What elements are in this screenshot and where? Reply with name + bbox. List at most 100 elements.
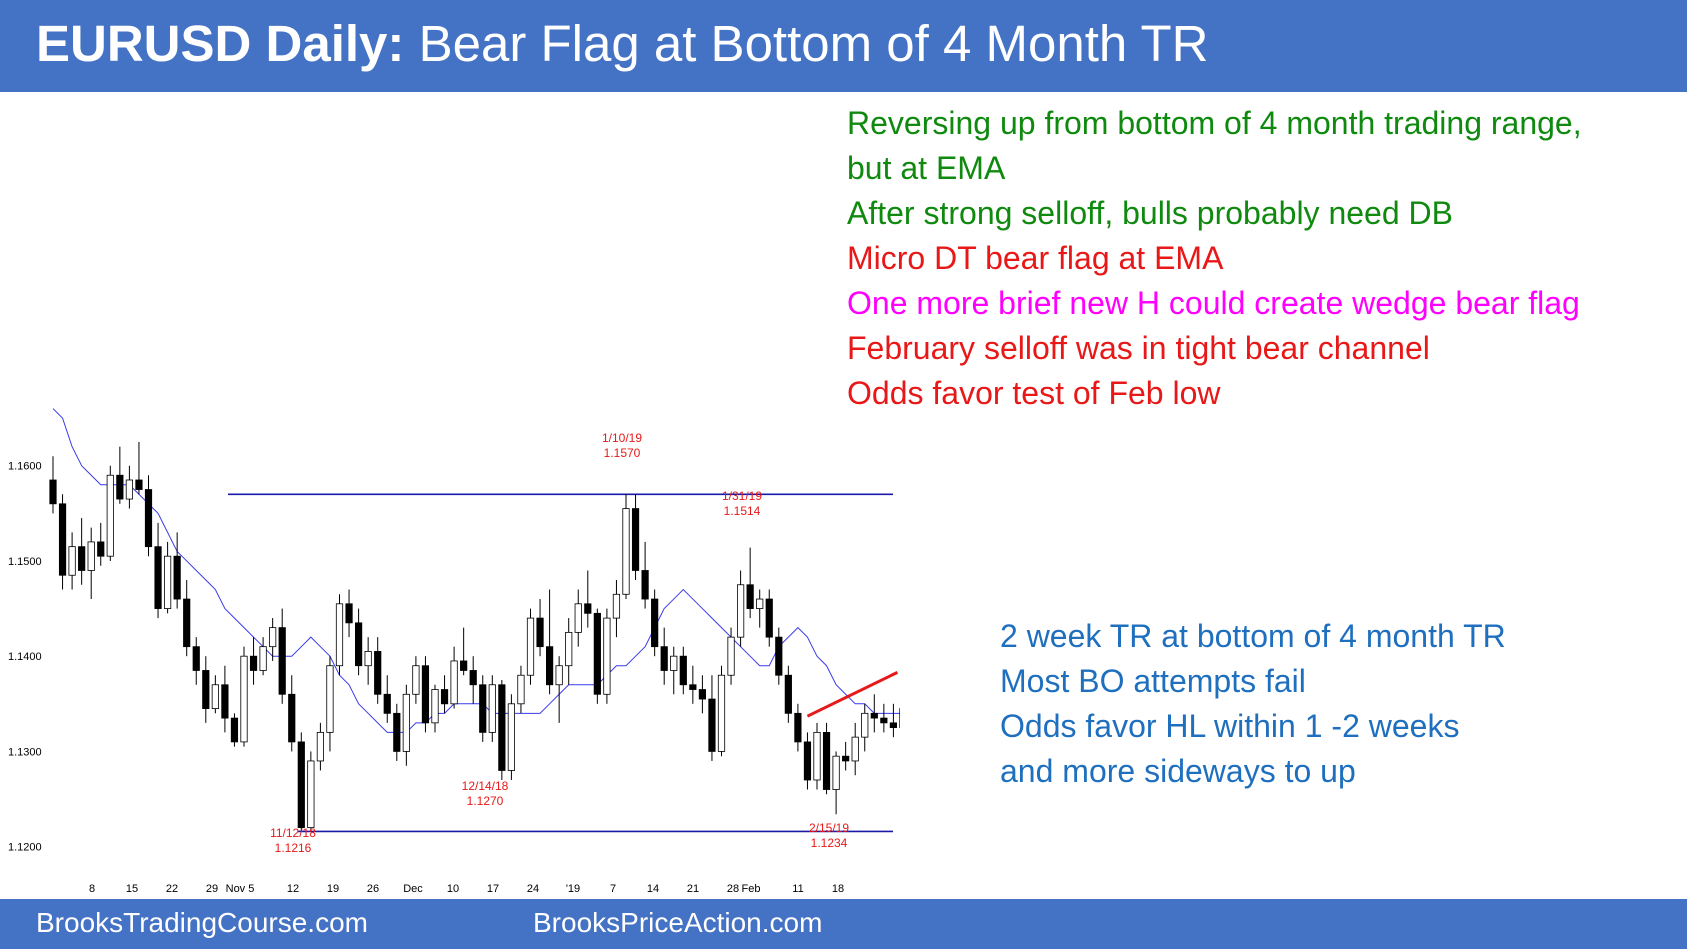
candle-body <box>880 717 888 724</box>
footer-bar: BrooksTradingCourse.com BrooksPriceActio… <box>0 899 1687 949</box>
candle-body <box>144 489 153 548</box>
candle-body <box>68 546 76 576</box>
candle-body <box>288 693 296 743</box>
candle-body <box>765 598 773 638</box>
candle-body <box>326 665 334 733</box>
candle-body <box>135 479 143 490</box>
candle-body <box>822 731 831 790</box>
candle-body <box>58 503 67 576</box>
candle-body <box>374 651 382 695</box>
candle-body <box>345 603 353 624</box>
commentary-line: Most BO attempts fail <box>1000 663 1306 699</box>
candle-body <box>87 541 95 571</box>
price-annotation-value: 1.1570 <box>604 446 641 460</box>
candle-body <box>269 627 277 648</box>
title-rest: Bear Flag at Bottom of 4 Month TR <box>404 15 1209 72</box>
candle-body <box>603 617 611 695</box>
x-tick-label: 22 <box>166 883 178 895</box>
y-tick-label: 1.1500 <box>8 556 42 568</box>
candle-body <box>106 474 114 557</box>
candle-body <box>364 651 372 667</box>
candle-body <box>78 546 86 571</box>
candle-body <box>517 674 525 705</box>
x-tick-label: 7 <box>610 883 616 895</box>
candle-body <box>192 646 200 671</box>
price-annotation-value: 1.1216 <box>275 841 312 855</box>
candle-body <box>689 684 697 690</box>
commentary-line: After strong selloff, bulls probably nee… <box>847 195 1453 231</box>
candle-body <box>498 684 506 771</box>
price-annotation-date: 11/12/18 <box>270 826 316 840</box>
footer-right-link[interactable]: BrooksPriceAction.com <box>533 907 823 938</box>
footer-left-link[interactable]: BrooksTradingCourse.com <box>36 907 368 938</box>
price-annotation-value: 1.1270 <box>467 794 504 808</box>
candle-body <box>97 541 105 557</box>
y-tick-label: 1.1300 <box>8 746 42 758</box>
candle-body <box>737 584 745 638</box>
candle-body <box>889 722 898 729</box>
price-annotation-date: 2/15/19 <box>809 821 849 835</box>
candle-body <box>698 689 707 700</box>
candle-body <box>842 755 850 762</box>
candle-body <box>631 508 640 571</box>
candle-body <box>393 712 401 752</box>
candle-body <box>125 479 133 500</box>
candle-body <box>784 674 792 714</box>
candle-body <box>240 655 248 743</box>
price-annotation-date: 1/31/19 <box>722 489 762 503</box>
x-tick-label: 19 <box>327 883 339 895</box>
candle-body <box>402 693 410 752</box>
candle-body <box>641 570 649 600</box>
candle-body <box>183 598 191 648</box>
candle-body <box>278 627 286 695</box>
title-bold: EURUSD Daily: <box>36 15 405 72</box>
title-bar: EURUSD Daily: Bear Flag at Bottom of 4 M… <box>0 0 1687 92</box>
candle-body <box>469 670 477 686</box>
commentary-line: Odds favor test of Feb low <box>847 375 1221 411</box>
candle-body <box>708 698 716 752</box>
commentary-line: 2 week TR at bottom of 4 month TR <box>1000 618 1506 654</box>
candle-body <box>803 741 812 781</box>
x-tick-label: 18 <box>832 883 844 895</box>
candle-body <box>211 684 219 709</box>
candle-body <box>221 684 229 719</box>
candle-body <box>479 684 487 733</box>
candle-body <box>584 603 592 614</box>
x-tick-label: 15 <box>126 883 138 895</box>
candle-body <box>536 617 544 648</box>
x-tick-label: Nov 5 <box>226 883 255 895</box>
x-tick-label: 28 <box>727 883 739 895</box>
x-tick-label: 21 <box>687 883 699 895</box>
x-tick-label: 8 <box>89 883 95 895</box>
candle-body <box>202 670 210 709</box>
candle-body <box>574 603 582 633</box>
candle-body <box>116 474 124 500</box>
commentary-line: Odds favor HL within 1 -2 weeks <box>1000 708 1460 744</box>
candle-body <box>870 712 878 719</box>
candle-body <box>316 731 325 762</box>
price-annotation-value: 1.1234 <box>811 836 848 850</box>
x-tick-label: 24 <box>527 883 539 895</box>
commentary-line: but at EMA <box>847 150 1006 186</box>
candle-body <box>440 689 449 705</box>
x-tick-label: 17 <box>487 883 499 895</box>
candle-body <box>163 555 172 609</box>
x-tick-label: 29 <box>206 883 218 895</box>
price-annotation-value: 1.1514 <box>724 504 761 518</box>
candle-body <box>507 703 516 771</box>
candle-body <box>450 660 458 705</box>
candle-body <box>431 689 439 724</box>
candle-body <box>717 674 726 752</box>
candle-body <box>526 617 535 676</box>
candle-body <box>851 736 859 762</box>
y-tick-label: 1.1400 <box>8 651 42 663</box>
page-title: EURUSD Daily: Bear Flag at Bottom of 4 M… <box>36 14 1209 73</box>
candle-body <box>746 584 754 609</box>
candle-body <box>813 731 821 781</box>
candle-body <box>460 660 468 671</box>
candle-body <box>335 603 344 667</box>
candle-body <box>593 612 601 695</box>
y-tick-label: 1.1200 <box>8 842 42 854</box>
x-tick-label: 14 <box>647 883 659 895</box>
candle-body <box>612 593 621 619</box>
